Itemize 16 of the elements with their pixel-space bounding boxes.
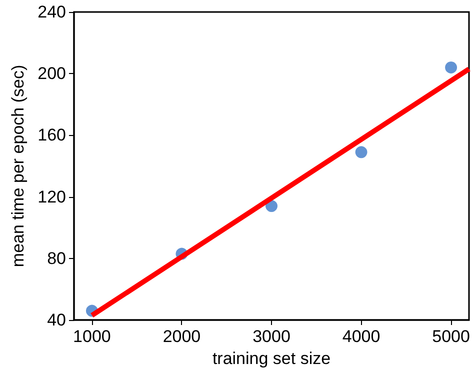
- y-tick-label: 40: [47, 310, 66, 330]
- y-axis-title: mean time per epoch (sec): [8, 64, 28, 268]
- x-tick-label: 1000: [73, 327, 111, 346]
- y-tick-label: 200: [38, 64, 66, 84]
- x-tick-label: 3000: [252, 327, 290, 346]
- x-tick-label: 5000: [432, 327, 470, 346]
- y-tick-label: 80: [47, 248, 66, 268]
- y-tick-label: 120: [38, 187, 66, 206]
- y-tick-label: 240: [38, 2, 66, 22]
- x-tick-label: 2000: [162, 327, 201, 346]
- point: [355, 146, 368, 158]
- y-tick-label: 160: [38, 126, 66, 145]
- point: [445, 61, 458, 74]
- x-axis-title: training set size: [212, 349, 331, 368]
- x-tick-label: 4000: [342, 327, 380, 346]
- point: [266, 200, 278, 212]
